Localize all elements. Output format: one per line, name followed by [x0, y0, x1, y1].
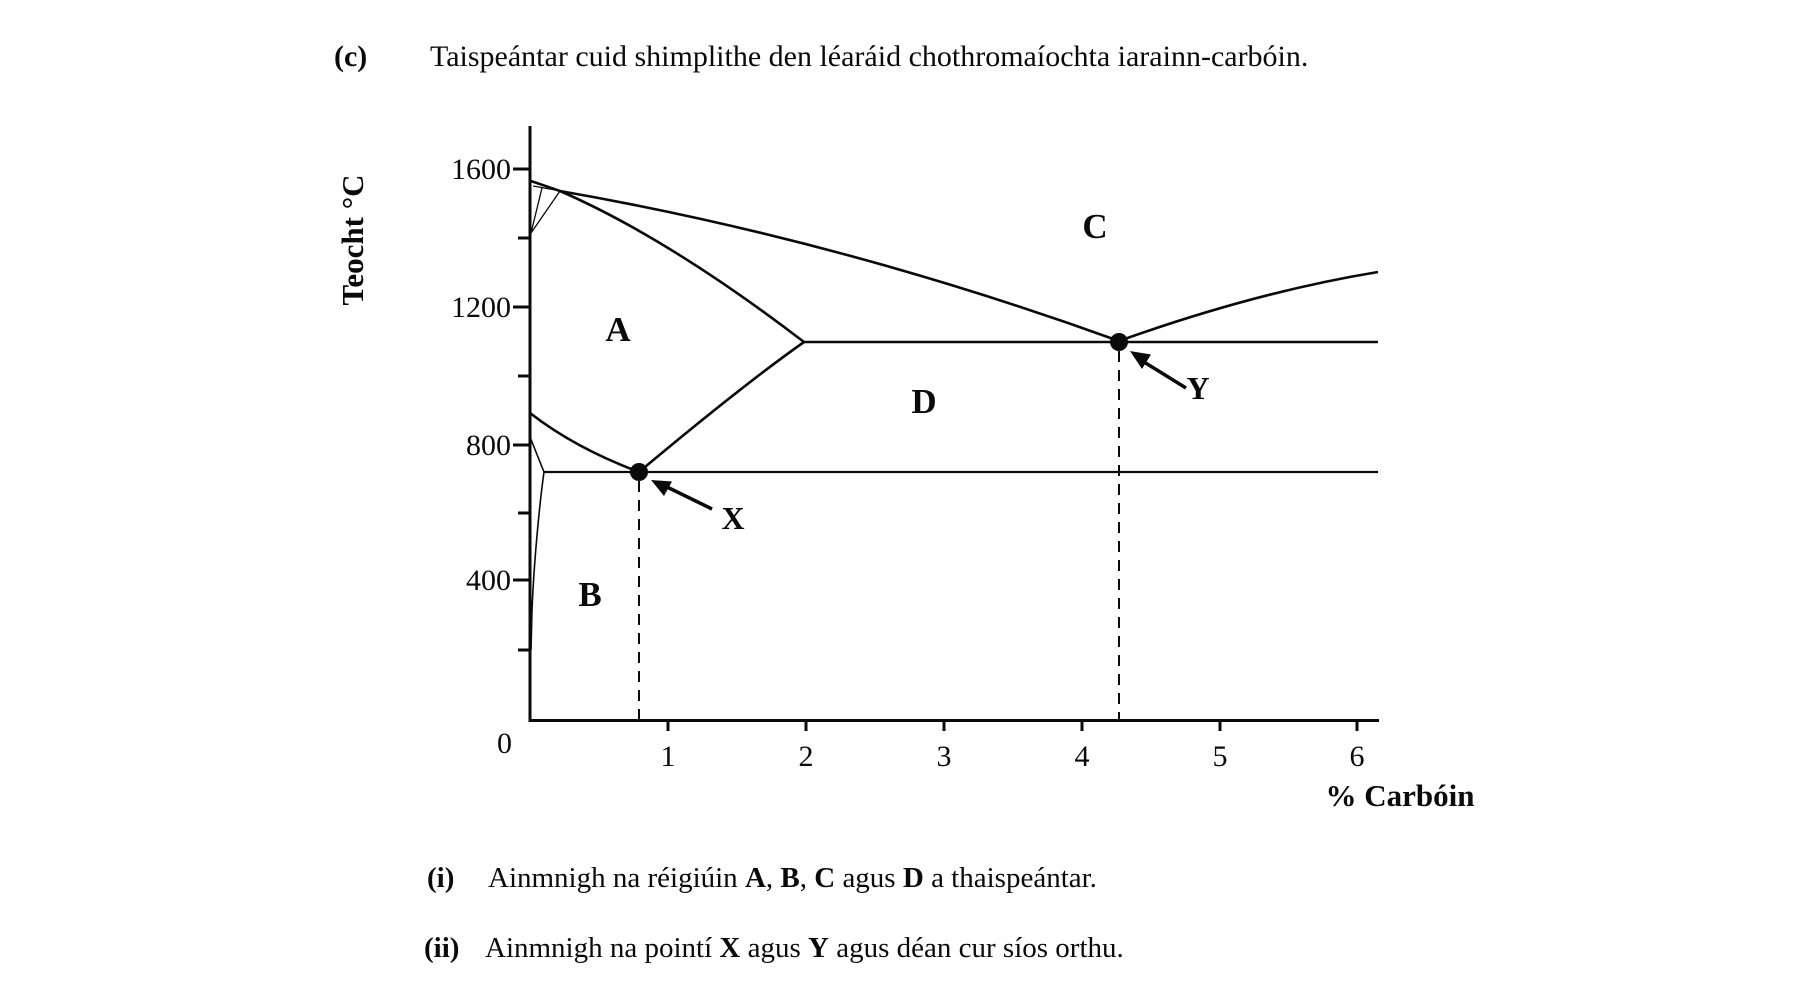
region-label-d: D	[911, 382, 936, 421]
q1-seg-bold-a: A	[744, 862, 766, 894]
y-axis-ticks	[513, 167, 529, 652]
ferrite-solvus-line	[530, 471, 545, 651]
peritectic-line	[532, 185, 562, 192]
liquidus-line-left	[530, 179, 1120, 343]
arrow-y-head	[1130, 351, 1151, 369]
liquidus-line-right	[1118, 270, 1379, 343]
q1-seg-plain: a thaispeántar.	[923, 862, 1097, 894]
a3-line	[529, 411, 640, 474]
q2-seg-bold-y: Y	[808, 932, 829, 964]
ferrite-boundary-line	[529, 436, 545, 473]
point-label-x: X	[721, 500, 744, 536]
q1-seg-plain: Ainmnigh na réigiúin	[488, 862, 745, 894]
y-tick-label-1600: 1600	[451, 153, 511, 186]
delta-boundary-left	[530, 187, 543, 234]
q2-seg-bold-x: X	[719, 932, 741, 964]
point-label-y: Y	[1186, 370, 1209, 406]
question-ii-row: (ii) Ainmnigh na pointí X agus Y agus déa…	[424, 932, 1124, 965]
question-i-number: (i)	[427, 862, 455, 894]
title-row: (c) Taispeántar cuid shimplithe den léará…	[334, 40, 1308, 74]
q2-seg-plain: Ainmnigh na pointí	[485, 932, 720, 964]
q2-seg-plain: agus déan cur síos orthu.	[829, 932, 1124, 964]
point-x-marker	[630, 463, 648, 481]
solidus-line	[559, 189, 805, 344]
q1-seg-plain: ,	[765, 862, 781, 894]
dashed-lines	[638, 351, 1120, 719]
arrow-y-shaft	[1143, 360, 1187, 390]
acm-line	[638, 340, 805, 473]
q1-seg-bold-d: D	[902, 862, 924, 894]
arrow-y	[1130, 351, 1187, 390]
question-i-row: (i) Ainmnigh na réigiúin A, B, C agus D a…	[427, 862, 1097, 895]
q1-seg-plain: agus	[835, 862, 903, 894]
q1-seg-plain: ,	[799, 862, 815, 894]
question-i-text: Ainmnigh na réigiúin A, B, C agus D a th…	[488, 862, 1097, 894]
y-tick-label-800: 800	[466, 429, 511, 462]
arrow-x-shaft	[666, 485, 713, 511]
delta-boundary-right	[530, 190, 561, 234]
x-tick-label-6: 6	[1350, 740, 1365, 773]
y-tick-label-400: 400	[466, 564, 511, 597]
origin-label: 0	[497, 727, 512, 760]
y-tick-label-1200: 1200	[451, 291, 511, 324]
q1-seg-bold-b: B	[780, 862, 800, 894]
x-axis-ticks	[666, 721, 1359, 731]
arrow-x-head	[651, 480, 672, 496]
x-tick-label-5: 5	[1213, 740, 1228, 773]
delta-region-lines	[530, 185, 562, 234]
phase-boundaries	[529, 179, 1379, 651]
region-label-c: C	[1082, 207, 1107, 246]
x-tick-label-2: 2	[799, 740, 814, 773]
axis-label-carbon: % Carbóin	[1326, 778, 1475, 813]
question-ii-text: Ainmnigh na pointí X agus Y agus déan cu…	[485, 932, 1124, 964]
q2-seg-plain: agus	[740, 932, 809, 964]
question-ii-number: (ii)	[424, 932, 460, 964]
axis-label-temperature: Teocht °C	[335, 175, 370, 306]
q1-seg-bold-c: C	[814, 862, 836, 894]
region-label-a: A	[605, 310, 631, 349]
point-y-marker	[1110, 333, 1128, 351]
x-tick-label-1: 1	[661, 740, 676, 773]
arrow-x	[651, 480, 713, 511]
x-tick-label-4: 4	[1075, 740, 1090, 773]
axes	[528, 126, 1379, 722]
region-label-b: B	[578, 575, 601, 614]
x-tick-label-3: 3	[937, 740, 952, 773]
title-prefix: (c)	[334, 40, 368, 73]
title-text: Taispeántar cuid shimplithe den léaráid …	[430, 40, 1309, 73]
